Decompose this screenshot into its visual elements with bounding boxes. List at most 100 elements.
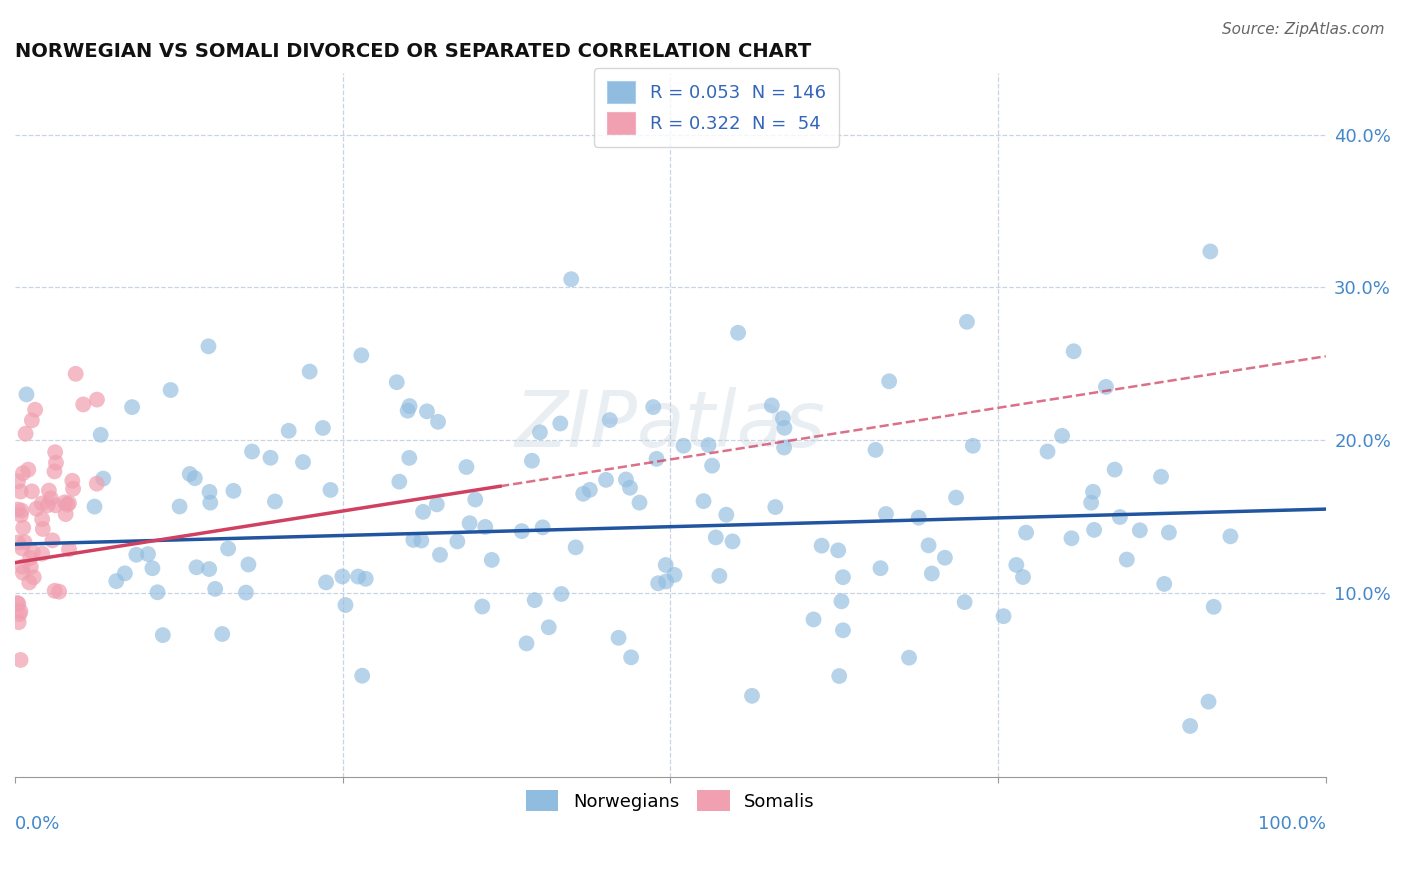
Point bbox=[7, 502, 30, 516]
Legend: R = 0.053  N = 146, R = 0.322  N =  54: R = 0.053 N = 146, R = 0.322 N = 54 bbox=[593, 69, 838, 147]
Point bbox=[56, 498, 79, 512]
Point bbox=[17, 462, 39, 476]
Point bbox=[15, 387, 38, 401]
Point bbox=[6, 596, 28, 610]
Point bbox=[614, 473, 637, 487]
Point bbox=[141, 561, 163, 575]
Point bbox=[1095, 380, 1118, 394]
Point bbox=[86, 392, 108, 407]
Point bbox=[564, 541, 586, 555]
Point bbox=[1109, 510, 1132, 524]
Point bbox=[39, 491, 62, 506]
Point bbox=[37, 498, 59, 512]
Point bbox=[1198, 695, 1220, 709]
Point bbox=[179, 467, 201, 481]
Point bbox=[388, 475, 411, 489]
Point bbox=[560, 272, 582, 286]
Point bbox=[772, 411, 794, 425]
Point bbox=[53, 495, 76, 509]
Point bbox=[619, 481, 641, 495]
Point bbox=[58, 496, 80, 510]
Point bbox=[1115, 552, 1137, 566]
Point bbox=[865, 442, 887, 457]
Point bbox=[38, 483, 60, 498]
Point bbox=[697, 438, 720, 452]
Point bbox=[426, 497, 449, 511]
Point bbox=[277, 424, 299, 438]
Point bbox=[529, 425, 551, 440]
Point bbox=[832, 624, 855, 638]
Point bbox=[1015, 525, 1038, 540]
Point bbox=[1050, 429, 1073, 443]
Point bbox=[352, 669, 374, 683]
Point bbox=[402, 533, 425, 547]
Point bbox=[14, 426, 37, 441]
Point bbox=[44, 445, 66, 459]
Point bbox=[1080, 496, 1102, 510]
Point bbox=[1153, 577, 1175, 591]
Point bbox=[704, 530, 727, 544]
Point bbox=[86, 476, 108, 491]
Point bbox=[607, 631, 630, 645]
Point bbox=[1060, 531, 1083, 545]
Point bbox=[312, 421, 335, 435]
Point bbox=[727, 326, 749, 340]
Point bbox=[1081, 484, 1104, 499]
Point bbox=[654, 558, 676, 572]
Point bbox=[1202, 599, 1225, 614]
Point bbox=[510, 524, 533, 538]
Point bbox=[136, 547, 159, 561]
Point bbox=[335, 598, 357, 612]
Point bbox=[48, 584, 70, 599]
Point bbox=[1005, 558, 1028, 572]
Point bbox=[217, 541, 239, 556]
Point bbox=[7, 475, 30, 489]
Point bbox=[21, 545, 44, 559]
Point bbox=[396, 403, 419, 417]
Point bbox=[7, 615, 30, 630]
Point bbox=[91, 472, 114, 486]
Point bbox=[58, 542, 80, 557]
Point bbox=[1104, 462, 1126, 476]
Point bbox=[898, 650, 921, 665]
Point bbox=[398, 399, 420, 413]
Point bbox=[1157, 525, 1180, 540]
Point bbox=[599, 413, 621, 427]
Point bbox=[481, 553, 503, 567]
Point bbox=[121, 400, 143, 414]
Point bbox=[197, 339, 219, 353]
Text: 100.0%: 100.0% bbox=[1258, 815, 1326, 833]
Point bbox=[8, 607, 31, 622]
Point bbox=[531, 520, 554, 534]
Point bbox=[298, 365, 321, 379]
Point bbox=[1219, 529, 1241, 543]
Point bbox=[692, 494, 714, 508]
Point bbox=[169, 500, 191, 514]
Point bbox=[412, 505, 434, 519]
Point bbox=[456, 460, 478, 475]
Point bbox=[264, 494, 287, 508]
Point bbox=[10, 653, 32, 667]
Point bbox=[620, 650, 643, 665]
Point bbox=[803, 612, 825, 626]
Point bbox=[411, 533, 433, 548]
Point bbox=[427, 415, 450, 429]
Point bbox=[238, 558, 260, 572]
Point bbox=[875, 507, 897, 521]
Point bbox=[429, 548, 451, 562]
Point bbox=[90, 427, 112, 442]
Point bbox=[7, 597, 30, 611]
Point bbox=[198, 562, 221, 576]
Point bbox=[24, 402, 46, 417]
Point bbox=[18, 551, 41, 566]
Point bbox=[13, 521, 35, 535]
Point bbox=[956, 315, 979, 329]
Text: ZIPatlas: ZIPatlas bbox=[515, 387, 825, 463]
Point bbox=[11, 541, 34, 556]
Point bbox=[319, 483, 342, 497]
Point bbox=[21, 413, 44, 427]
Point bbox=[700, 458, 723, 473]
Point bbox=[292, 455, 315, 469]
Point bbox=[235, 585, 257, 599]
Point bbox=[474, 520, 496, 534]
